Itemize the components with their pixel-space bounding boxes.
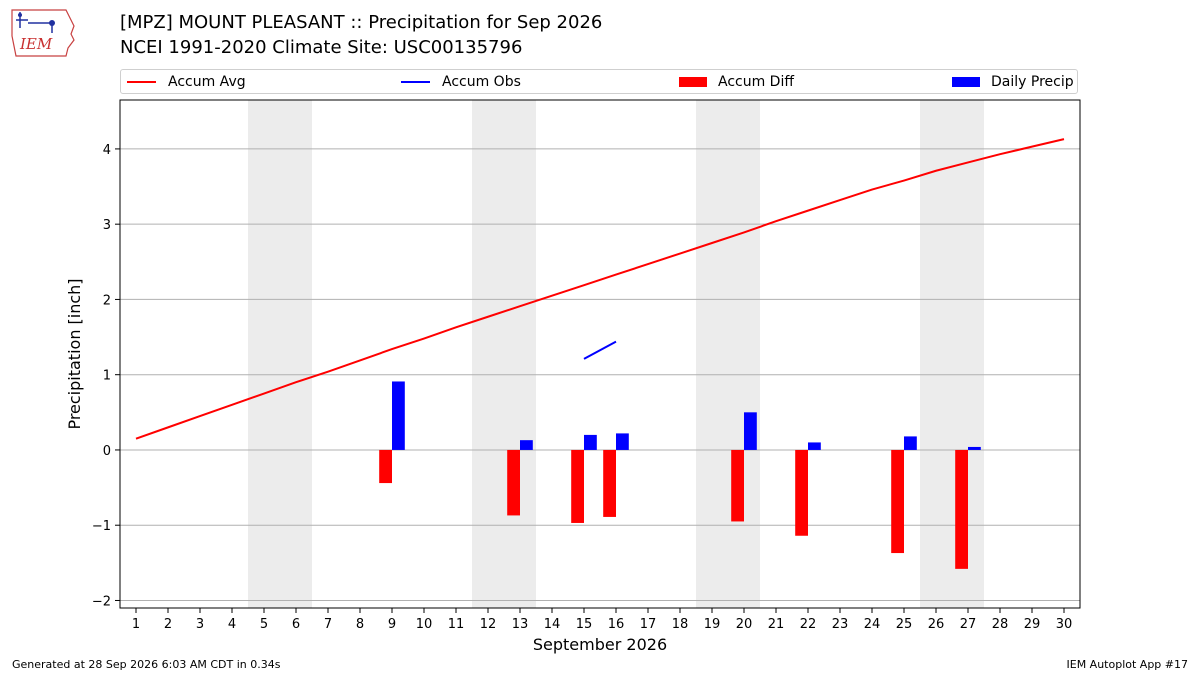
legend-item-accum-avg: Accum Avg — [127, 73, 246, 91]
bar-accum-diff — [731, 449, 744, 522]
weekend-shading — [248, 100, 984, 608]
legend-label-accum-avg: Accum Avg — [168, 74, 246, 90]
x-tick-label: 16 — [608, 617, 625, 632]
weekend-band — [696, 100, 760, 608]
x-tick-label: 11 — [448, 617, 465, 632]
x-tick-label: 23 — [832, 617, 849, 632]
bar-daily-precip — [520, 440, 533, 450]
bar-accum-diff — [603, 449, 616, 517]
weekend-band — [920, 100, 984, 608]
y-tick-label: −2 — [92, 594, 111, 609]
legend-item-accum-obs: Accum Obs — [401, 73, 521, 91]
x-tick-label: 25 — [896, 617, 913, 632]
y-tick-label: 4 — [103, 143, 111, 158]
x-tick-label: 20 — [736, 617, 753, 632]
legend-label-daily-precip: Daily Precip — [991, 74, 1074, 90]
bar-daily-precip — [968, 446, 981, 450]
x-tick-label: 29 — [1024, 617, 1041, 632]
y-axis-label: Precipitation [inch] — [65, 278, 84, 429]
y-tick-label: −1 — [92, 519, 111, 534]
weekend-band — [248, 100, 312, 608]
bar-daily-precip — [744, 412, 757, 450]
line-accum-obs — [583, 340, 617, 360]
x-tick-label: 21 — [768, 617, 785, 632]
bar-accum-diff — [955, 449, 968, 569]
logo-text: IEM — [19, 35, 53, 53]
x-tick-label: 12 — [480, 617, 497, 632]
x-tick-label: 7 — [324, 617, 332, 632]
x-axis-label: September 2026 — [533, 635, 667, 654]
bar-series — [379, 381, 981, 569]
bar-daily-precip — [584, 434, 597, 450]
chart-title: [MPZ] MOUNT PLEASANT :: Precipitation fo… — [120, 12, 603, 33]
x-tick-label: 15 — [576, 617, 593, 632]
bar-accum-diff — [379, 449, 392, 484]
legend-item-accum-diff: Accum Diff — [679, 73, 794, 91]
x-tick-label: 28 — [992, 617, 1009, 632]
bar-accum-diff — [571, 449, 584, 523]
y-tick-label: 1 — [103, 369, 111, 384]
y-tick-label: 3 — [103, 218, 111, 233]
bar-accum-diff — [795, 449, 808, 536]
legend-label-accum-obs: Accum Obs — [442, 74, 521, 90]
x-tick-label: 1 — [132, 617, 140, 632]
y-tick-label: 0 — [103, 444, 111, 459]
bar-daily-precip — [616, 433, 629, 450]
line-accum-avg — [135, 138, 1065, 440]
legend-swatch-accum-diff — [679, 77, 707, 87]
legend-swatch-daily-precip — [952, 77, 980, 87]
plot-frame — [119, 99, 1081, 609]
bar-daily-precip — [392, 381, 405, 450]
generated-timestamp: Generated at 28 Sep 2026 6:03 AM CDT in … — [12, 658, 281, 671]
legend-item-daily-precip: Daily Precip — [952, 73, 1074, 91]
x-tick-label: 9 — [388, 617, 396, 632]
bar-accum-diff — [507, 449, 520, 516]
grid-lines — [120, 148, 1080, 601]
legend-swatch-accum-obs — [401, 81, 430, 83]
x-tick-label: 13 — [512, 617, 529, 632]
bar-daily-precip — [904, 436, 917, 450]
x-tick-label: 10 — [416, 617, 433, 632]
x-tick-label: 3 — [196, 617, 204, 632]
y-tick-label: 2 — [103, 293, 111, 308]
x-tick-label: 17 — [640, 617, 657, 632]
x-tick-label: 18 — [672, 617, 689, 632]
x-tick-label: 5 — [260, 617, 268, 632]
chart-legend: Accum Avg Accum Obs Accum Diff Daily Pre… — [120, 69, 1078, 94]
weekend-band — [472, 100, 536, 608]
line-series — [135, 138, 1065, 440]
x-tick-label: 22 — [800, 617, 817, 632]
x-tick-label: 8 — [356, 617, 364, 632]
x-tick-label: 24 — [864, 617, 881, 632]
legend-swatch-accum-avg — [127, 81, 156, 83]
bar-daily-precip — [808, 442, 821, 450]
x-tick-label: 6 — [292, 617, 300, 632]
x-tick-label: 26 — [928, 617, 945, 632]
app-credit: IEM Autoplot App #17 — [1066, 658, 1189, 671]
bar-accum-diff — [891, 449, 904, 554]
x-tick-label: 30 — [1056, 617, 1073, 632]
x-tick-label: 19 — [704, 617, 721, 632]
iem-logo: IEM — [8, 6, 80, 60]
legend-label-accum-diff: Accum Diff — [718, 74, 795, 90]
x-tick-label: 2 — [164, 617, 172, 632]
x-tick-label: 27 — [960, 617, 977, 632]
chart-subtitle: NCEI 1991-2020 Climate Site: USC00135796 — [120, 37, 523, 58]
x-tick-label: 4 — [228, 617, 236, 632]
x-tick-label: 14 — [544, 617, 561, 632]
